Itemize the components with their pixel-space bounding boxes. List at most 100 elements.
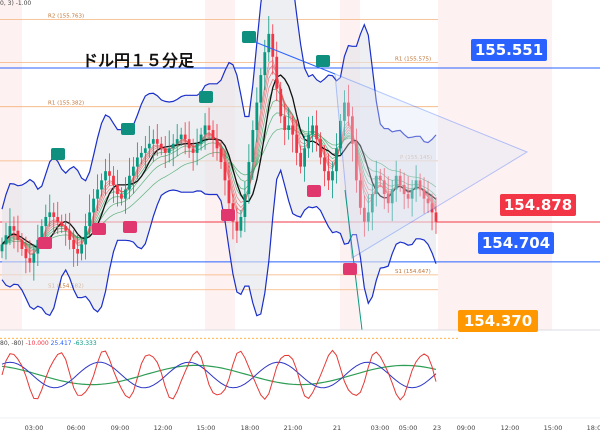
candle-body-28 [112,175,115,185]
candle-body-3 [12,226,16,231]
candle-body-106 [422,189,426,199]
signal-markers [38,31,357,275]
candle-body-52 [207,125,211,131]
candle-body-79 [315,125,318,140]
candle-body-8 [32,253,36,263]
candle-body-30 [120,194,123,199]
candle-body-23 [92,198,95,213]
candle-body-71 [283,116,287,131]
x-tick-14: 18:00 [587,424,600,432]
candle-body-87 [347,102,350,117]
candle-body-65 [259,75,263,103]
candle-body-94 [374,175,378,195]
candle-body-14 [56,216,60,222]
candle-body-104 [414,180,418,190]
candle-body-39 [155,139,159,144]
sell-marker-3 [221,209,235,221]
candle-body-35 [139,152,143,158]
basis-line [1,74,437,249]
candle-body-88 [350,116,354,144]
candle-body-76 [303,148,307,167]
candle-body-66 [263,52,267,76]
candle-body-45 [179,134,183,140]
candle-body-86 [343,102,346,121]
sell-marker-5 [343,263,357,275]
candle-body-96 [382,180,386,195]
candle-body-50 [199,134,203,144]
candle-body-22 [88,212,91,227]
pivot-label-5: S1 (154.582) [48,284,84,290]
x-tick-4: 15:00 [197,424,216,432]
candle-body-16 [64,226,68,231]
candle-body-81 [323,157,326,172]
candle-body-29 [116,184,119,195]
sell-marker-0 [38,237,52,249]
pivot-label-1: R1 (155.575) [395,57,431,63]
candle-body-37 [147,143,151,149]
candle-body-36 [143,148,147,153]
candle-body-24 [96,189,99,199]
osc-v3: -63.333 [73,340,97,347]
buy-marker-1 [121,123,135,135]
x-tick-9: 05:00 [399,424,418,432]
x-tick-0: 03:00 [25,424,44,432]
candle-body-57 [227,180,231,204]
candle-body-64 [255,102,259,131]
band-fill [2,0,436,316]
candle-body-90 [358,180,362,208]
candle-body-93 [370,194,374,213]
candle-body-49 [195,143,199,153]
candle-body-72 [287,125,291,131]
x-tick-7: 21 [333,424,341,432]
sell-marker-1 [92,223,106,235]
candle-body-108 [430,203,434,213]
x-tick-1: 06:00 [67,424,86,432]
candle-body-47 [187,139,191,149]
candle-body-97 [386,194,390,204]
candle-body-6 [24,249,28,259]
x-tick-6: 21:00 [284,424,303,432]
candle-body-21 [84,226,88,245]
buy-marker-0 [51,148,65,160]
candle-body-31 [124,189,127,199]
bollinger-band [1,0,437,317]
x-tick-12: 12:00 [501,424,520,432]
osc-v2: 25.417 [50,340,72,347]
candle-body-10 [40,226,44,240]
candle-body-91 [362,207,366,222]
candle-body-20 [80,244,84,254]
ribbon-line-5 [1,70,437,253]
candle-body-12 [48,212,52,217]
candle-body-99 [394,175,398,190]
candle-body-44 [175,139,179,144]
candle-body-4 [16,230,20,240]
candle-body-15 [60,221,64,227]
sell-marker-2 [123,221,137,233]
candle-body-70 [279,88,283,117]
osc-v1: -10.000 [25,340,49,347]
candle-body-18 [72,239,76,250]
candle-body-9 [36,239,40,254]
candle-body-41 [163,148,167,153]
candle-body-105 [418,180,422,190]
chart-title: ドル円１５分足 [82,51,195,70]
trend-line-drop [344,189,363,331]
candle-body-2 [8,226,12,236]
buy-marker-2 [199,91,213,103]
tag-resistance: 155.551 [471,39,547,61]
candle-body-109 [434,212,438,222]
oscillator-panel [0,329,600,401]
osc-green [1,364,437,386]
band-upper [1,0,437,210]
candle-body-54 [215,139,219,149]
candle-body-84 [335,148,338,172]
top-indicator-readout: 0, 3) -1.00 [0,0,32,7]
candle-body-34 [135,157,139,167]
candle-body-51 [203,125,207,135]
candle-body-85 [339,120,342,149]
candle-body-1 [4,235,8,245]
candle-body-25 [100,180,103,190]
candle-body-80 [319,139,322,158]
buy-marker-3 [242,31,256,43]
